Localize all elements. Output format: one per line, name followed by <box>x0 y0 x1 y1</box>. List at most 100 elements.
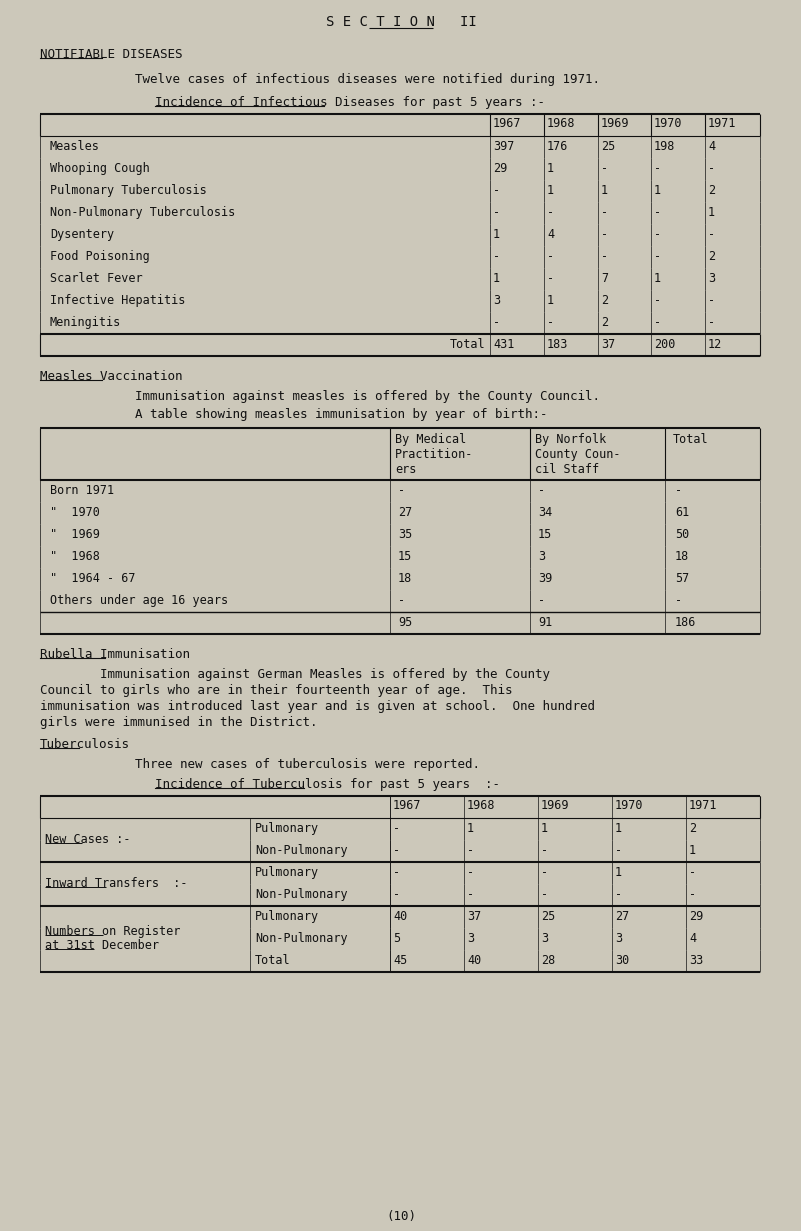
Text: Pulmonary: Pulmonary <box>255 822 319 835</box>
Text: 3: 3 <box>493 294 500 307</box>
Text: Non-Pulmonary: Non-Pulmonary <box>255 888 348 901</box>
Text: 1967: 1967 <box>393 799 421 812</box>
Text: -: - <box>654 206 661 219</box>
Text: 3: 3 <box>615 932 622 945</box>
Text: 4: 4 <box>708 140 715 153</box>
Text: 1968: 1968 <box>467 799 496 812</box>
Text: -: - <box>541 888 548 901</box>
Text: 2: 2 <box>689 822 696 835</box>
Text: Whooping Cough: Whooping Cough <box>50 162 150 175</box>
Text: 1971: 1971 <box>708 117 736 130</box>
Text: Dysentery: Dysentery <box>50 228 114 241</box>
Text: 186: 186 <box>675 616 696 629</box>
Text: -: - <box>708 228 715 241</box>
Text: By Medical: By Medical <box>395 433 466 446</box>
Text: 1: 1 <box>615 865 622 879</box>
Text: 1: 1 <box>493 272 500 286</box>
Text: 3: 3 <box>538 550 545 563</box>
Text: Council to girls who are in their fourteenth year of age.  This: Council to girls who are in their fourte… <box>40 684 513 697</box>
Text: 45: 45 <box>393 954 407 968</box>
Text: Three new cases of tuberculosis were reported.: Three new cases of tuberculosis were rep… <box>135 758 480 771</box>
Text: Meningitis: Meningitis <box>50 316 121 329</box>
Text: 33: 33 <box>689 954 703 968</box>
Text: Measles Vaccination: Measles Vaccination <box>40 371 183 383</box>
Text: S E C T I O N   II: S E C T I O N II <box>326 15 477 30</box>
Text: -: - <box>689 865 696 879</box>
Text: -: - <box>654 162 661 175</box>
Text: Total: Total <box>449 339 485 351</box>
Text: -: - <box>493 250 500 263</box>
Text: -: - <box>547 316 554 329</box>
Text: (10): (10) <box>386 1210 416 1224</box>
Text: -: - <box>493 206 500 219</box>
Text: 2: 2 <box>601 294 608 307</box>
Text: Rubella Immunisation: Rubella Immunisation <box>40 648 190 661</box>
Text: "  1964 - 67: " 1964 - 67 <box>50 572 135 585</box>
Text: -: - <box>398 595 405 607</box>
Text: 1: 1 <box>654 272 661 286</box>
Text: Pulmonary: Pulmonary <box>255 910 319 923</box>
Text: 40: 40 <box>467 954 481 968</box>
Text: Numbers on Register: Numbers on Register <box>45 924 180 938</box>
Text: 1969: 1969 <box>541 799 570 812</box>
Text: 3: 3 <box>467 932 474 945</box>
Text: 1: 1 <box>493 228 500 241</box>
Text: NOTIFIABLE DISEASES: NOTIFIABLE DISEASES <box>40 48 183 62</box>
Text: Infective Hepatitis: Infective Hepatitis <box>50 294 185 307</box>
Text: 1: 1 <box>708 206 715 219</box>
Text: -: - <box>538 595 545 607</box>
Text: Inward Transfers  :-: Inward Transfers :- <box>45 876 187 890</box>
Text: -: - <box>547 272 554 286</box>
Text: County Coun-: County Coun- <box>535 448 621 460</box>
Text: 5: 5 <box>393 932 400 945</box>
Text: 91: 91 <box>538 616 552 629</box>
Text: 3: 3 <box>708 272 715 286</box>
Text: Non-Pulmonary: Non-Pulmonary <box>255 844 348 857</box>
Text: 30: 30 <box>615 954 630 968</box>
Text: 35: 35 <box>398 528 413 540</box>
Text: 431: 431 <box>493 339 514 351</box>
Text: 18: 18 <box>398 572 413 585</box>
Text: 1: 1 <box>547 162 554 175</box>
Text: -: - <box>615 844 622 857</box>
Text: New Cases :-: New Cases :- <box>45 833 131 846</box>
Text: -: - <box>547 250 554 263</box>
Text: Practition-: Practition- <box>395 448 473 460</box>
Text: -: - <box>675 595 682 607</box>
Text: 4: 4 <box>689 932 696 945</box>
Text: -: - <box>654 316 661 329</box>
Text: 1: 1 <box>654 183 661 197</box>
Text: cil Staff: cil Staff <box>535 463 599 476</box>
Text: 1: 1 <box>547 183 554 197</box>
Text: -: - <box>393 822 400 835</box>
Text: A table showing measles immunisation by year of birth:-: A table showing measles immunisation by … <box>135 407 548 421</box>
Text: Incidence of Tuberculosis for past 5 years  :-: Incidence of Tuberculosis for past 5 yea… <box>155 778 500 792</box>
Text: 57: 57 <box>675 572 689 585</box>
Text: -: - <box>654 228 661 241</box>
Text: Born 1971: Born 1971 <box>50 484 114 497</box>
Text: -: - <box>601 206 608 219</box>
Text: -: - <box>675 484 682 497</box>
Text: "  1968: " 1968 <box>50 550 100 563</box>
Text: -: - <box>541 865 548 879</box>
Text: -: - <box>541 844 548 857</box>
Text: -: - <box>689 888 696 901</box>
Text: -: - <box>393 888 400 901</box>
Text: 37: 37 <box>601 339 615 351</box>
Text: 2: 2 <box>601 316 608 329</box>
Text: -: - <box>615 888 622 901</box>
Text: -: - <box>493 316 500 329</box>
Text: 1967: 1967 <box>493 117 521 130</box>
Text: -: - <box>601 162 608 175</box>
Text: -: - <box>467 844 474 857</box>
Text: 50: 50 <box>675 528 689 540</box>
Text: 95: 95 <box>398 616 413 629</box>
Text: 198: 198 <box>654 140 675 153</box>
Text: -: - <box>601 250 608 263</box>
Text: 4: 4 <box>547 228 554 241</box>
Text: By Norfolk: By Norfolk <box>535 433 606 446</box>
Text: 1: 1 <box>615 822 622 835</box>
Text: 1970: 1970 <box>654 117 682 130</box>
Text: 1969: 1969 <box>601 117 630 130</box>
Text: Incidence of Infectious Diseases for past 5 years :-: Incidence of Infectious Diseases for pas… <box>155 96 545 110</box>
